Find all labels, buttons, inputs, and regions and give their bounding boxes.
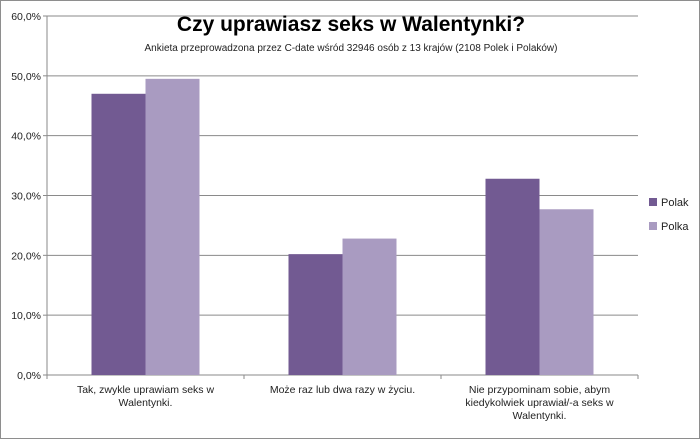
bar-polak-2 bbox=[288, 254, 343, 375]
bar-polka-3 bbox=[539, 209, 594, 375]
legend-label-polak: Polak bbox=[661, 197, 689, 209]
x-category-label: Walentynki. bbox=[119, 397, 173, 409]
x-category-label: kiedykolwiek uprawiał/-a seks w bbox=[465, 397, 614, 409]
axis-labels: 0,0% 10,0% 20,0% 30,0% 40,0% 50,0% 60,0% Tak, z… bbox=[11, 11, 614, 422]
y-tick-label: 50,0% bbox=[11, 71, 41, 83]
y-tick-label: 30,0% bbox=[11, 191, 41, 203]
bar-polak-1 bbox=[91, 93, 146, 376]
legend-label-polka: Polka bbox=[661, 221, 689, 233]
legend-swatch-polka bbox=[649, 222, 657, 230]
bar-polak-3 bbox=[485, 178, 540, 375]
legend: Polak Polka bbox=[649, 197, 689, 233]
x-category-label: Nie przypominam sobie, abym bbox=[469, 384, 610, 396]
x-category-label: Może raz lub dwa razy w życiu. bbox=[270, 384, 415, 396]
chart-subtitle: Ankieta przeprowadzona przez C-date wśró… bbox=[144, 43, 557, 54]
y-tick-label: 40,0% bbox=[11, 131, 41, 143]
y-tick-label: 10,0% bbox=[11, 310, 41, 322]
y-tick-label: 60,0% bbox=[11, 11, 41, 23]
bar-polka-1 bbox=[145, 78, 200, 375]
y-tick-label: 0,0% bbox=[17, 370, 41, 382]
y-tick-label: 20,0% bbox=[11, 250, 41, 262]
legend-swatch-polak bbox=[649, 198, 657, 206]
chart-title: Czy uprawiasz seks w Walentynki? bbox=[177, 13, 525, 36]
bar-polka-2 bbox=[342, 238, 397, 375]
x-category-label: Tak, zwykle uprawiam seks w bbox=[77, 384, 215, 396]
x-category-label: Walentynki. bbox=[513, 410, 567, 422]
bars bbox=[91, 78, 594, 376]
